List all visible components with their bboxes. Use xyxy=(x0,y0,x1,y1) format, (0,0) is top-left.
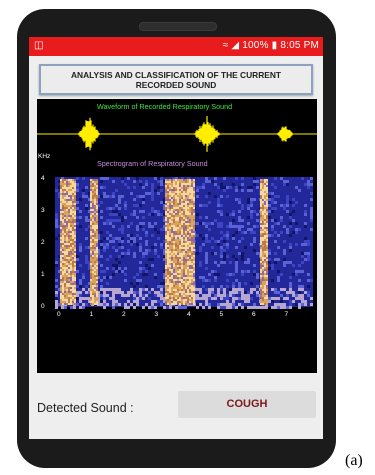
analysis-plot-area: Waveform of Recorded Respiratory Sound K… xyxy=(37,99,317,373)
spectrogram-x-tick: 7 xyxy=(285,311,289,318)
status-time: 8:05 PM xyxy=(280,40,319,51)
app-screen: ◫ ≈ ◢ 100% ▮ 8:05 PM ANALYSIS AND CLASSI… xyxy=(29,37,323,439)
title-line-2: RECORDED SOUND xyxy=(135,80,217,90)
spectrogram-y-tick: 2 xyxy=(41,239,45,246)
spectrogram-caption: Spectrogram of Respiratory Sound xyxy=(97,159,208,168)
status-bar: ◫ ≈ ◢ 100% ▮ 8:05 PM xyxy=(29,37,323,56)
spectrogram-x-tick: 5 xyxy=(220,311,224,318)
spectrogram-y-tick: 3 xyxy=(41,207,45,214)
detected-sound-value[interactable]: COUGH xyxy=(178,391,316,418)
spectrogram-plot: 4 3 2 1 0 0 1 2 3 4 5 6 7 xyxy=(41,175,313,318)
spectrogram-y-tick: 0 xyxy=(41,303,45,310)
status-indicators: ≈ ◢ 100% ▮ 8:05 PM xyxy=(223,40,319,51)
spectrogram-x-tick: 1 xyxy=(90,311,94,318)
title-line-1: ANALYSIS AND CLASSIFICATION OF THE CURRE… xyxy=(71,70,281,80)
spectrogram-x-tick: 3 xyxy=(155,311,159,318)
analysis-title-button[interactable]: ANALYSIS AND CLASSIFICATION OF THE CURRE… xyxy=(39,64,313,95)
spectrogram-x-tick: 4 xyxy=(187,311,191,318)
battery-icon: ▮ xyxy=(271,40,278,51)
phone-speaker xyxy=(139,22,217,31)
figure-label: (a) xyxy=(345,452,363,469)
battery-percent: 100% xyxy=(242,40,269,51)
spectrogram-x-tick: 6 xyxy=(252,311,256,318)
spectrogram-y-unit: KHz xyxy=(38,153,51,160)
screenshot-icon: ◫ xyxy=(34,40,44,51)
phone-frame: ◫ ≈ ◢ 100% ▮ 8:05 PM ANALYSIS AND CLASSI… xyxy=(17,9,336,468)
spectrogram-y-tick: 4 xyxy=(41,175,45,182)
spectrogram-x-tick: 2 xyxy=(122,311,126,318)
waveform-plot xyxy=(37,116,317,152)
waveform-caption: Waveform of Recorded Respiratory Sound xyxy=(97,102,233,111)
signal-icon: ◢ xyxy=(231,40,240,51)
detected-sound-label: Detected Sound : xyxy=(37,401,134,415)
spectrogram-y-tick: 1 xyxy=(41,271,45,278)
wifi-icon: ≈ xyxy=(222,40,229,51)
spectrogram-x-tick: 0 xyxy=(57,311,61,318)
